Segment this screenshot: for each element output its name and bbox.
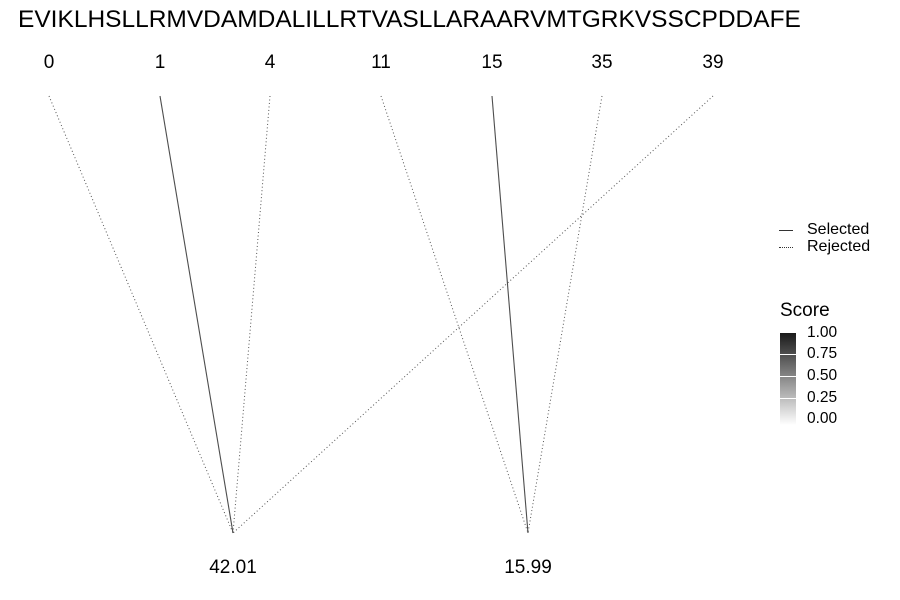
link-selected-1-to-42-01 <box>159 95 234 534</box>
position-label-39: 39 <box>702 52 724 73</box>
legend-rejected-label: Rejected <box>807 238 871 255</box>
legend-rejected: Rejected <box>779 238 870 256</box>
mass-label-15-99: 15.99 <box>504 557 552 578</box>
position-label-11: 11 <box>371 52 391 73</box>
score-colorbar <box>780 333 796 425</box>
score-tick-0-50: 0.50 <box>807 367 838 384</box>
score-tick-0-25: 0.25 <box>807 389 838 406</box>
legend-selected: Selected <box>779 221 869 239</box>
position-label-15: 15 <box>481 52 503 73</box>
score-legend-title: Score <box>780 300 830 321</box>
position-label-0: 0 <box>43 52 55 73</box>
score-tick-0-00: 0.00 <box>807 410 838 427</box>
dotted-line-icon <box>779 246 793 248</box>
position-label-1: 1 <box>154 52 166 73</box>
link-selected-15-to-15-99 <box>491 95 529 534</box>
colorbar-tickmark <box>780 354 796 355</box>
colorbar-tickmark <box>780 376 796 377</box>
link-rejected-39-to-42-01 <box>232 95 714 534</box>
link-rejected-11-to-15-99 <box>380 95 529 534</box>
mass-label-42-01: 42.01 <box>209 557 257 578</box>
legend-selected-label: Selected <box>807 221 870 238</box>
peptide-sequence: EVIKLHSLLRMVDAMDALILLRTVASLLARAARVMTGRKV… <box>18 6 801 33</box>
score-tick-0-75: 0.75 <box>807 345 838 362</box>
link-rejected-4-to-42-01 <box>232 95 271 534</box>
colorbar-tickmark <box>780 398 796 399</box>
solid-line-icon <box>779 229 793 231</box>
position-label-35: 35 <box>591 52 613 73</box>
link-rejected-0-to-42-01 <box>48 95 234 534</box>
position-label-4: 4 <box>264 52 276 73</box>
link-rejected-35-to-15-99 <box>527 95 603 534</box>
score-tick-1-00: 1.00 <box>807 324 838 341</box>
